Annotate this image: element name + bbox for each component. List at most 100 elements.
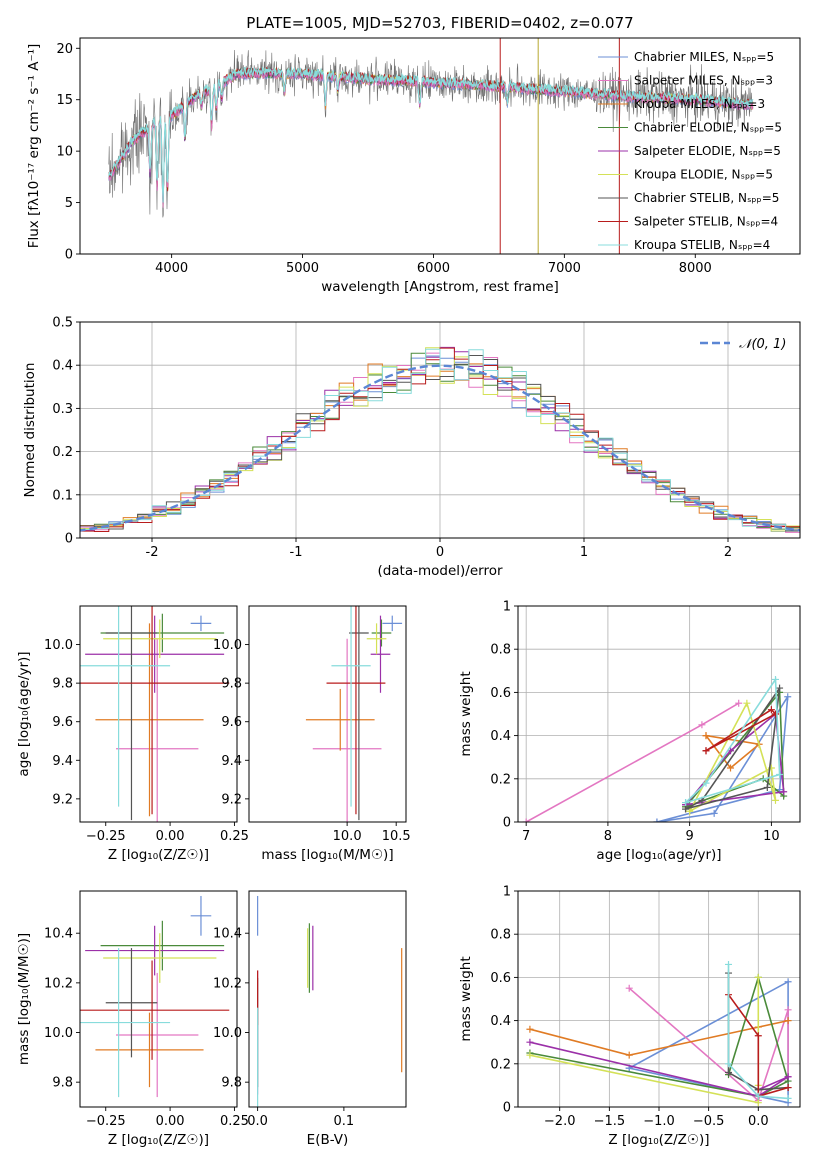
x-axis-label: mass [log₁₀(M/M☉)] — [261, 847, 393, 863]
axes-spine — [79, 37, 801, 255]
x-axis-label: Z [log₁₀(Z/Z☉)] — [608, 1132, 709, 1148]
mass-weight-marker — [771, 796, 779, 804]
errorbar-point — [305, 688, 375, 751]
x-tick-label: 0.25 — [220, 1114, 249, 1129]
errorbar-point — [312, 638, 382, 822]
y-tick-label: 9.4 — [221, 754, 242, 769]
plot-area — [80, 895, 230, 1098]
mass-weight-marker — [784, 1094, 792, 1102]
x-tick-label: −1.0 — [643, 1114, 675, 1129]
x-tick-label: 0.00 — [156, 1114, 185, 1129]
mass-weight-marker — [522, 818, 530, 822]
x-axis-label: wavelength [Angstrom, rest frame] — [321, 279, 559, 295]
x-tick-label: 7000 — [548, 261, 581, 276]
panel-residuals: -2 -1 0 1 2 0 0.1 0.2 0.3 0.4 0.5 (data-model)/erro… — [22, 316, 801, 579]
y-tick-label: 0 — [503, 1101, 511, 1116]
y-tick-label: 5 — [65, 196, 73, 211]
y-tick-label: 0.2 — [490, 1057, 511, 1072]
x-tick-label: 10 — [763, 829, 780, 844]
y-axis-label: Flux [fλ10⁻¹⁷ erg cm⁻² s⁻¹ A⁻¹] — [26, 44, 42, 249]
y-tick-label: 0.3 — [52, 402, 73, 417]
y-tick-label: 0.6 — [490, 686, 511, 701]
legend-label: 𝒩(0, 1) — [739, 337, 786, 352]
axes-spine — [517, 605, 801, 823]
mass-weight-series — [705, 734, 761, 770]
errorbar-point — [100, 920, 225, 971]
panel-mass_vs_EBV: 0.0 0.1 9.8 10.0 10.2 10.4 E(B-V) — [213, 890, 407, 1148]
legend: Chabrier MILES, Nₛₚₚ=5 Salpeter MILES, Nₛ… — [598, 50, 782, 252]
legend-label: Chabrier ELODIE, Nₛₚₚ=5 — [634, 121, 782, 135]
axes-frame: -2 -1 0 1 2 0 0.1 0.2 0.3 0.4 0.5 (data-model)/erro… — [22, 316, 801, 579]
mass-weight-marker — [526, 1038, 534, 1046]
x-axis-label: Z [log₁₀(Z/Z☉)] — [108, 1132, 209, 1148]
y-tick-label: 9.2 — [221, 792, 242, 807]
model-spectrum-line — [108, 66, 754, 203]
axes-spine — [79, 890, 238, 1108]
mass-weight-marker — [686, 807, 694, 815]
plot-area — [522, 675, 792, 822]
errorbar-point — [105, 606, 158, 821]
x-tick-label: −0.25 — [86, 829, 126, 844]
x-tick-label: 10.5 — [382, 829, 411, 844]
x-tick-label: −1.5 — [594, 1114, 626, 1129]
y-tick-label: 20 — [56, 42, 73, 57]
x-tick-label: −0.5 — [693, 1114, 725, 1129]
mass-weight-marker — [754, 1092, 762, 1100]
y-tick-label: 0.4 — [490, 729, 511, 744]
mass-weight-series — [529, 1019, 789, 1057]
y-tick-label: 1 — [503, 885, 511, 900]
mass-weight-marker — [771, 710, 779, 718]
y-tick-label: 10.0 — [44, 638, 73, 653]
errorbar-point — [105, 948, 158, 1058]
y-axis-label: age [log₁₀(age/yr)] — [16, 651, 32, 776]
panel-mass_vs_Z: −0.25 0.00 0.25 9.8 10.0 10.2 10.4 Z [log₁₀(Z/Z… — [16, 890, 249, 1148]
mass-weight-marker — [763, 783, 771, 791]
axes-frame: −0.25 0.00 0.25 9.2 9.4 9.6 9.8 10.0 Z [log₁₀(Z/… — [16, 605, 249, 863]
mass-weight-marker — [682, 799, 690, 807]
x-tick-label: 0.0 — [247, 1114, 268, 1129]
mass-weight-marker — [526, 1025, 534, 1033]
errorbar-point — [382, 615, 403, 632]
mass-weight-marker — [776, 770, 784, 778]
axes-spine — [79, 605, 238, 823]
y-tick-label: 10 — [56, 145, 73, 160]
axes-spine — [248, 605, 407, 823]
y-tick-label: 0.2 — [490, 772, 511, 787]
mass-weight-marker — [698, 721, 706, 729]
plot-area — [108, 38, 754, 254]
axes-frame: PLATE=1005, MJD=52703, FIBERID=0402, z=0… — [26, 14, 801, 295]
errorbar-point — [370, 615, 391, 693]
y-tick-label: 0 — [65, 248, 73, 263]
errorbar-point — [85, 925, 225, 976]
x-tick-label: 6000 — [417, 261, 450, 276]
axes-frame: 0.0 0.1 9.8 10.0 10.2 10.4 E(B-V) — [213, 890, 407, 1148]
mass-weight-marker — [727, 764, 735, 772]
mass-weight-marker — [743, 699, 751, 707]
panel-mass_weight_vs_Z: −2.0 −1.5 −1.0 −0.5 0.0 0 0.2 0.4 0.6 0.8 1 Z [log₁… — [458, 885, 801, 1148]
x-tick-label: 1 — [580, 545, 588, 560]
mass-weight-marker — [767, 706, 775, 714]
plot-area — [80, 606, 230, 822]
legend-label: Kroupa STELIB, Nₛₚₚ=4 — [634, 238, 770, 252]
legend-label: Salpeter STELIB, Nₛₚₚ=4 — [634, 215, 778, 229]
legend-label: Salpeter MILES, Nₛₚₚ=3 — [634, 74, 773, 88]
errorbar-point — [95, 1012, 204, 1088]
y-tick-label: 9.8 — [221, 1076, 242, 1091]
mass-weight-marker — [754, 973, 762, 981]
mass-weight-marker — [725, 960, 733, 968]
errorbar-point — [103, 619, 217, 659]
axes-frame: −2.0 −1.5 −1.0 −0.5 0.0 0 0.2 0.4 0.6 0.8 1 Z [log₁… — [458, 885, 801, 1148]
x-tick-label: 8000 — [679, 261, 712, 276]
mass-weight-marker — [653, 818, 661, 822]
mass-weight-marker — [526, 1051, 534, 1059]
mass-weight-marker — [682, 805, 690, 813]
histogram-series — [80, 348, 800, 531]
mass-weight-marker — [776, 684, 784, 692]
y-tick-label: 9.6 — [52, 715, 73, 730]
chart-title: PLATE=1005, MJD=52703, FIBERID=0402, z=0… — [246, 14, 633, 32]
x-tick-label: 0.25 — [220, 829, 249, 844]
y-tick-label: 10.0 — [213, 638, 242, 653]
x-tick-label: 8 — [604, 829, 612, 844]
plot-area — [80, 346, 800, 536]
